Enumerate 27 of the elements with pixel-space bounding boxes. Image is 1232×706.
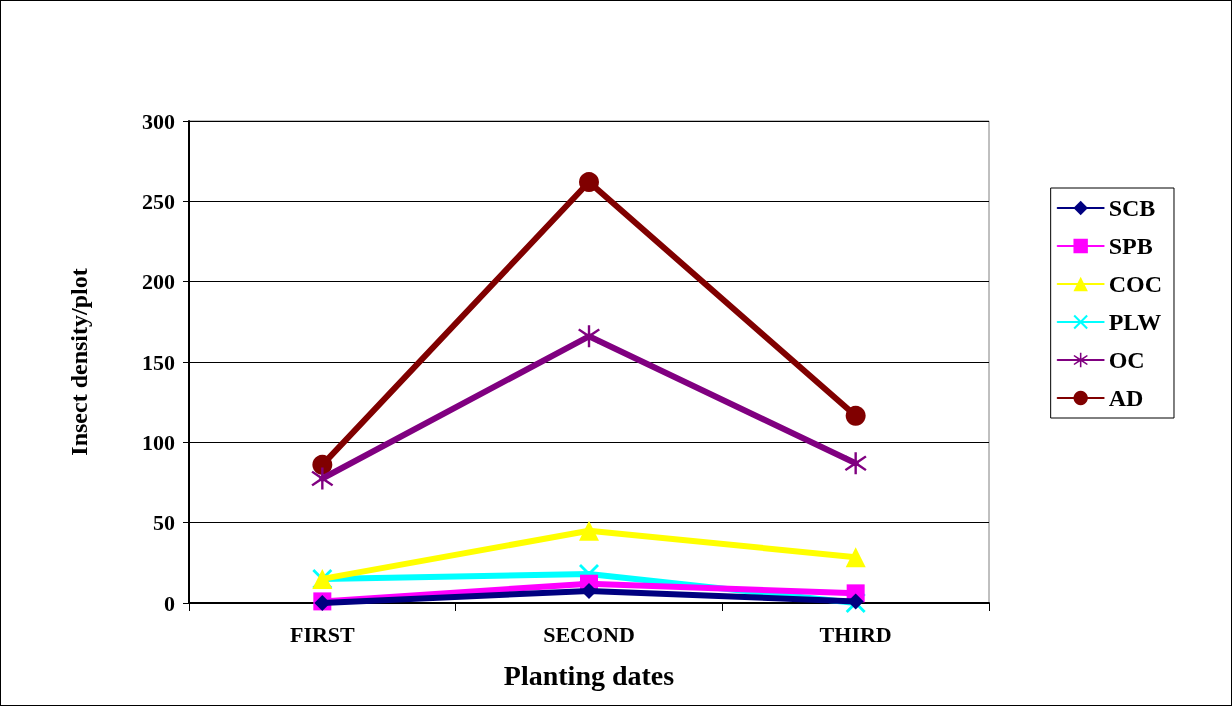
legend-label: SPB bbox=[1108, 233, 1153, 259]
y-axis-title: Insect density/plot bbox=[66, 268, 92, 456]
x-tick-label: SECOND bbox=[543, 621, 635, 647]
y-tick-label: 300 bbox=[142, 108, 175, 134]
point bbox=[581, 582, 597, 599]
y-tick-label: 100 bbox=[142, 429, 175, 455]
legend-label: OC bbox=[1108, 347, 1145, 373]
legend-label: SCB bbox=[1108, 195, 1156, 221]
y-tick-label: 250 bbox=[142, 188, 175, 214]
y-tick-label: 50 bbox=[153, 510, 175, 536]
point bbox=[311, 467, 334, 490]
legend-label: PLW bbox=[1108, 309, 1162, 335]
legend-label: COC bbox=[1108, 271, 1163, 297]
point bbox=[579, 520, 599, 541]
y-tick-label: 200 bbox=[142, 269, 175, 295]
legend-label: AD bbox=[1108, 385, 1144, 411]
point bbox=[312, 454, 333, 475]
point bbox=[579, 172, 599, 193]
y-tick-label: 0 bbox=[164, 590, 175, 616]
point bbox=[578, 325, 600, 348]
x-tick-label: FIRST bbox=[289, 621, 356, 647]
point bbox=[845, 547, 866, 568]
y-tick-label: 150 bbox=[142, 349, 175, 375]
point bbox=[845, 405, 866, 426]
point bbox=[844, 452, 867, 475]
x-axis-title: Planting dates bbox=[503, 659, 675, 691]
x-tick-label: THIRD bbox=[819, 621, 892, 647]
